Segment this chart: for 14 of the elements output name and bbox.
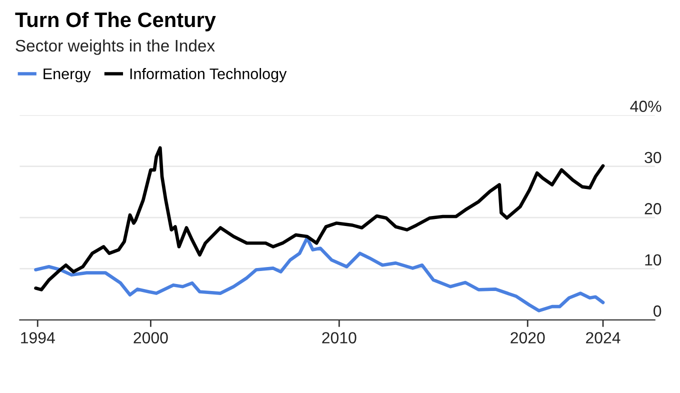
x-tick-label: 1994 xyxy=(21,332,55,344)
y-tick-label: 20 xyxy=(644,203,662,214)
chart-subtitle: Sector weights in the Index xyxy=(16,39,215,55)
y-tick-label: 30 xyxy=(644,152,662,164)
x-tick-label: 2010 xyxy=(322,332,356,344)
x-tick-label: 2020 xyxy=(510,332,545,344)
legend-label: Information Technology xyxy=(130,68,287,82)
legend-label: Energy xyxy=(44,68,91,82)
y-tick-label: 0 xyxy=(654,305,662,317)
y-tick-label: 40% xyxy=(630,100,662,112)
chart-title: Turn Of The Century xyxy=(15,12,216,32)
x-tick-label: 2000 xyxy=(134,332,168,344)
x-tick-label: 2024 xyxy=(586,332,620,344)
y-tick-label: 10 xyxy=(645,254,662,266)
